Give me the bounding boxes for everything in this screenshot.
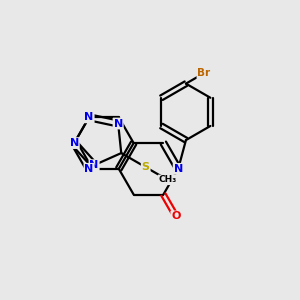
Text: N: N: [84, 164, 94, 174]
Text: CH₃: CH₃: [158, 175, 177, 184]
Text: S: S: [142, 162, 150, 172]
Text: N: N: [113, 118, 123, 128]
Text: O: O: [171, 212, 181, 221]
Text: N: N: [174, 164, 183, 174]
Text: N: N: [84, 112, 94, 122]
Text: N: N: [70, 138, 79, 148]
Text: Br: Br: [197, 68, 211, 78]
Text: N: N: [89, 160, 99, 170]
